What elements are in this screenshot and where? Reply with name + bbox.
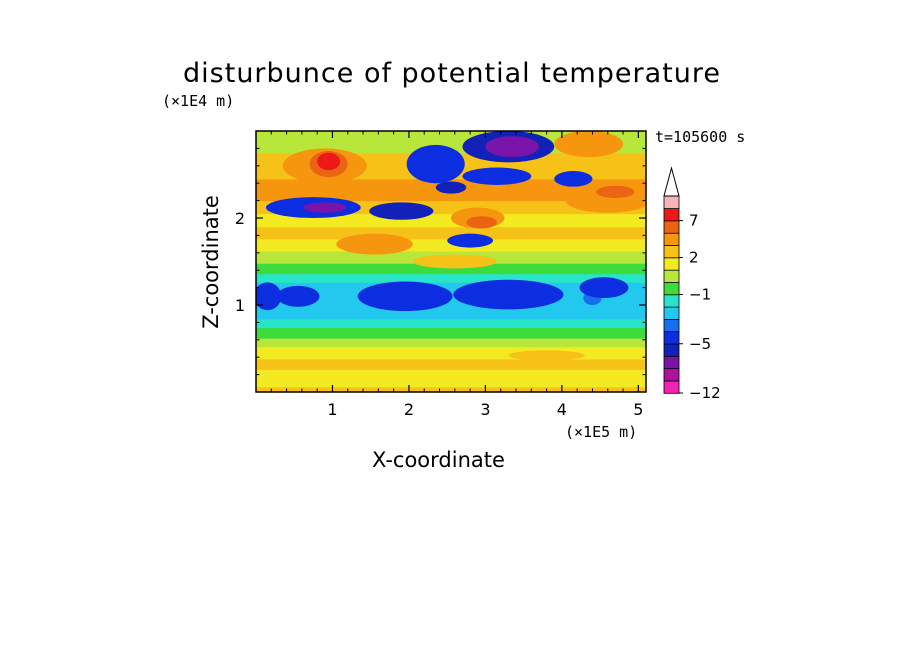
colorbar-cell [663, 343, 680, 357]
colorbar-cell [663, 269, 680, 283]
colorbar-cell [663, 195, 680, 210]
y-axis-unit: (×1E4 m) [162, 92, 235, 110]
contour-feature [256, 282, 282, 311]
contour-band [256, 213, 646, 228]
contour-feature [554, 171, 593, 187]
contour-band [256, 338, 646, 348]
colorbar-label: −12 [689, 384, 721, 402]
colorbar-extend-arrow [663, 166, 680, 197]
colorbar-cell [663, 380, 680, 394]
contour-feature [278, 180, 333, 195]
contour-band [256, 273, 646, 283]
contour-feature [596, 185, 635, 198]
x-axis-unit: (×1E5 m) [565, 423, 638, 441]
contour-band [256, 386, 646, 392]
contour-feature [317, 152, 341, 171]
colorbar-cell [663, 367, 680, 382]
colorbar-cell [663, 306, 680, 320]
contour-feature [276, 285, 320, 307]
colorbar: 7 2 −1 −5 −12 [663, 166, 721, 402]
contour-feature [485, 136, 539, 158]
chart-title: disturbunce of potential temperature [183, 58, 721, 89]
contour-feature [453, 279, 564, 310]
plot-border [255, 130, 647, 393]
colorbar-label: 7 [689, 212, 699, 230]
colorbar-cell [663, 281, 680, 296]
colorbar-cell [663, 257, 680, 271]
contour-feature [447, 233, 494, 248]
y-tick-label: 1 [235, 296, 245, 315]
colorbar-cell [663, 318, 680, 333]
y-tick-label: 2 [235, 209, 245, 228]
x-tick-label: 5 [633, 400, 643, 419]
contour-feature [554, 131, 624, 158]
contour-band [256, 327, 646, 339]
contour-feature [435, 181, 467, 194]
contour-feature [508, 350, 585, 361]
contour-band [256, 263, 646, 275]
x-axis: 1 2 3 4 5 [270, 131, 643, 419]
contour-feature [369, 202, 434, 220]
x-tick-label: 1 [327, 400, 337, 419]
x-axis-label: X-coordinate [372, 448, 505, 472]
colorbar-cell [663, 232, 680, 246]
contour-feature [579, 277, 629, 299]
contour-band [256, 369, 646, 381]
colorbar-cell [663, 244, 680, 259]
contour-band [256, 346, 646, 360]
contour-feature [412, 254, 497, 269]
contour-plot-area [256, 131, 646, 392]
contour-feature [303, 202, 347, 213]
colorbar-cell [663, 355, 680, 370]
colorbar-label: −5 [689, 335, 711, 353]
contour-feature [406, 144, 465, 184]
x-tick-label: 2 [404, 400, 414, 419]
contour-feature [462, 167, 532, 185]
colorbar-cell [663, 220, 680, 234]
contour-feature [466, 216, 497, 229]
colorbar-cell [663, 207, 680, 222]
time-label: t=105600 s [655, 128, 746, 146]
colorbar-label: 2 [689, 249, 699, 267]
contour-feature [357, 281, 453, 312]
x-tick-label: 4 [557, 400, 567, 419]
contour-band [256, 379, 646, 388]
colorbar-cell [663, 331, 680, 345]
contour-feature [336, 233, 413, 255]
y-axis: 12 [235, 147, 646, 376]
colorbar-cell [663, 294, 680, 308]
contour-band [256, 358, 646, 370]
colorbar-label: −1 [689, 286, 711, 304]
x-tick-label: 3 [480, 400, 490, 419]
plot-frame [255, 130, 647, 393]
contour-band [256, 318, 646, 329]
